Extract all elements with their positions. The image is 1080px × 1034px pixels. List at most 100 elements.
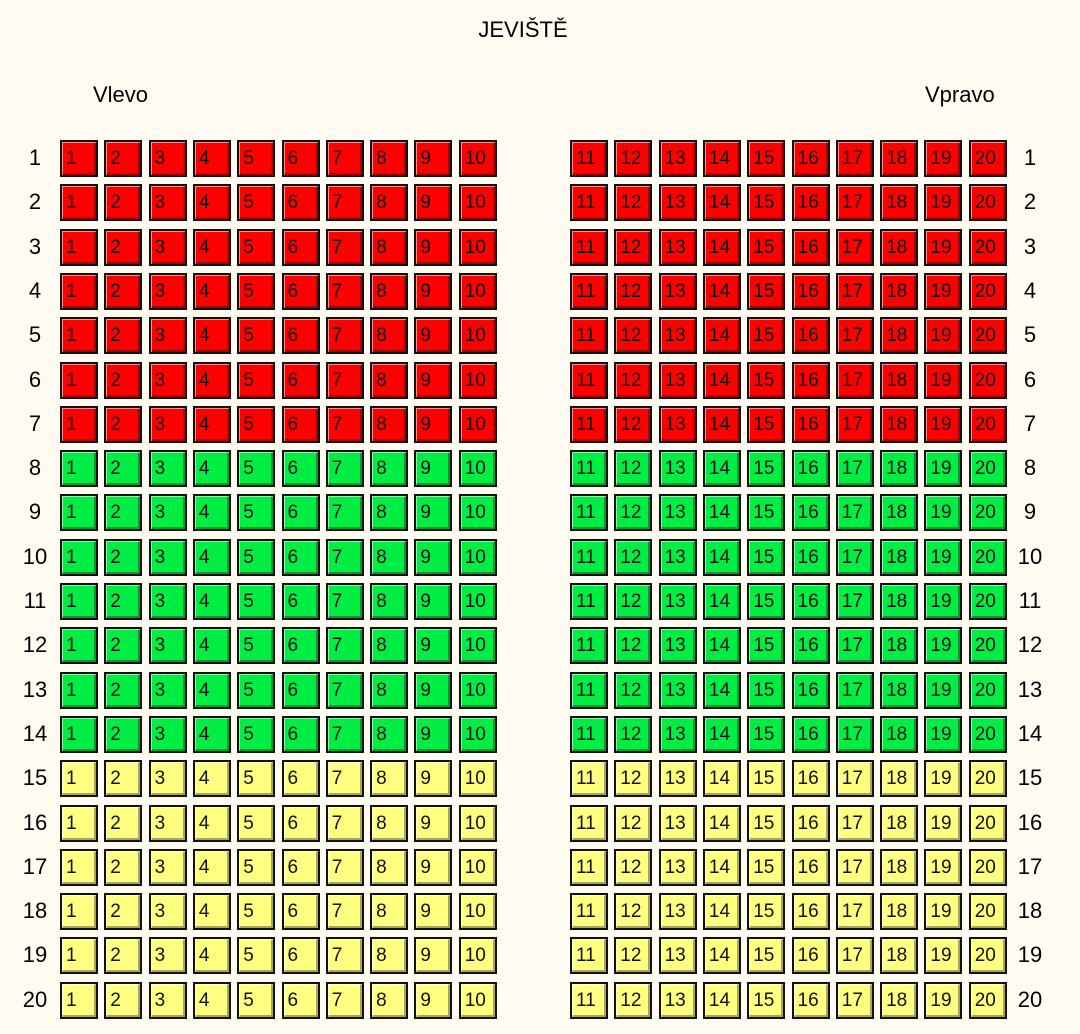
seat-button[interactable]: 6 — [281, 317, 320, 355]
seat-button[interactable]: 19 — [924, 228, 963, 266]
seat-button[interactable]: 9 — [414, 450, 453, 488]
seat-button[interactable]: 18 — [880, 184, 919, 222]
seat-button[interactable]: 17 — [835, 405, 874, 443]
seat-button[interactable]: 17 — [835, 140, 874, 177]
seat-button[interactable]: 4 — [192, 981, 231, 1019]
seat-button[interactable]: 1 — [60, 361, 98, 399]
seat-button[interactable]: 7 — [325, 140, 364, 177]
seat-button[interactable]: 7 — [325, 228, 364, 266]
seat-button[interactable]: 18 — [880, 450, 919, 488]
seat-button[interactable]: 11 — [570, 538, 608, 576]
seat-button[interactable]: 18 — [880, 228, 919, 266]
seat-button[interactable]: 19 — [924, 272, 963, 310]
seat-button[interactable]: 19 — [924, 627, 963, 665]
seat-button[interactable]: 1 — [60, 937, 98, 975]
seat-button[interactable]: 17 — [835, 583, 874, 620]
seat-button[interactable]: 2 — [104, 981, 143, 1019]
seat-button[interactable]: 12 — [614, 184, 653, 222]
seat-button[interactable]: 15 — [747, 361, 786, 399]
seat-button[interactable]: 15 — [747, 715, 786, 753]
seat-button[interactable]: 9 — [414, 760, 453, 798]
seat-button[interactable]: 1 — [60, 228, 98, 266]
seat-button[interactable]: 20 — [968, 937, 1007, 975]
seat-button[interactable]: 2 — [104, 272, 143, 310]
seat-button[interactable]: 20 — [968, 272, 1007, 310]
seat-button[interactable]: 1 — [60, 981, 98, 1019]
seat-button[interactable]: 20 — [968, 981, 1007, 1019]
seat-button[interactable]: 2 — [104, 583, 143, 620]
seat-button[interactable]: 3 — [148, 848, 187, 886]
seat-button[interactable]: 20 — [968, 804, 1007, 842]
seat-button[interactable]: 4 — [192, 272, 231, 310]
seat-button[interactable]: 18 — [880, 405, 919, 443]
seat-button[interactable]: 5 — [237, 317, 276, 355]
seat-button[interactable]: 7 — [325, 361, 364, 399]
seat-button[interactable]: 9 — [414, 538, 453, 576]
seat-button[interactable]: 6 — [281, 671, 320, 709]
seat-button[interactable]: 5 — [237, 893, 276, 931]
seat-button[interactable]: 18 — [880, 848, 919, 886]
seat-button[interactable]: 2 — [104, 140, 143, 177]
seat-button[interactable]: 18 — [880, 272, 919, 310]
seat-button[interactable]: 7 — [325, 760, 364, 798]
seat-button[interactable]: 8 — [370, 937, 409, 975]
seat-button[interactable]: 8 — [370, 272, 409, 310]
seat-button[interactable]: 13 — [658, 760, 697, 798]
seat-button[interactable]: 4 — [192, 450, 231, 488]
seat-button[interactable]: 9 — [414, 317, 453, 355]
seat-button[interactable]: 17 — [835, 981, 874, 1019]
seat-button[interactable]: 17 — [835, 760, 874, 798]
seat-button[interactable]: 7 — [325, 405, 364, 443]
seat-button[interactable]: 19 — [924, 405, 963, 443]
seat-button[interactable]: 9 — [414, 848, 453, 886]
seat-button[interactable]: 17 — [835, 937, 874, 975]
seat-button[interactable]: 6 — [281, 937, 320, 975]
seat-button[interactable]: 20 — [968, 140, 1007, 177]
seat-button[interactable]: 17 — [835, 848, 874, 886]
seat-button[interactable]: 9 — [414, 583, 453, 620]
seat-button[interactable]: 7 — [325, 981, 364, 1019]
seat-button[interactable]: 12 — [614, 450, 653, 488]
seat-button[interactable]: 13 — [658, 494, 697, 532]
seat-button[interactable]: 11 — [570, 450, 608, 488]
seat-button[interactable]: 14 — [702, 760, 741, 798]
seat-button[interactable]: 11 — [570, 317, 608, 355]
seat-button[interactable]: 4 — [192, 538, 231, 576]
seat-button[interactable]: 14 — [702, 538, 741, 576]
seat-button[interactable]: 18 — [880, 671, 919, 709]
seat-button[interactable]: 6 — [281, 405, 320, 443]
seat-button[interactable]: 15 — [747, 671, 786, 709]
seat-button[interactable]: 11 — [570, 804, 608, 842]
seat-button[interactable]: 3 — [148, 715, 187, 753]
seat-button[interactable]: 7 — [325, 937, 364, 975]
seat-button[interactable]: 11 — [570, 140, 608, 177]
seat-button[interactable]: 12 — [614, 538, 653, 576]
seat-button[interactable]: 20 — [968, 494, 1007, 532]
seat-button[interactable]: 3 — [148, 893, 187, 931]
seat-button[interactable]: 15 — [747, 228, 786, 266]
seat-button[interactable]: 10 — [458, 583, 497, 620]
seat-button[interactable]: 15 — [747, 804, 786, 842]
seat-button[interactable]: 3 — [148, 361, 187, 399]
seat-button[interactable]: 6 — [281, 538, 320, 576]
seat-button[interactable]: 20 — [968, 405, 1007, 443]
seat-button[interactable]: 11 — [570, 583, 608, 620]
seat-button[interactable]: 6 — [281, 583, 320, 620]
seat-button[interactable]: 15 — [747, 893, 786, 931]
seat-button[interactable]: 11 — [570, 627, 608, 665]
seat-button[interactable]: 8 — [370, 583, 409, 620]
seat-button[interactable]: 7 — [325, 317, 364, 355]
seat-button[interactable]: 14 — [702, 981, 741, 1019]
seat-button[interactable]: 12 — [614, 317, 653, 355]
seat-button[interactable]: 6 — [281, 981, 320, 1019]
seat-button[interactable]: 8 — [370, 317, 409, 355]
seat-button[interactable]: 13 — [658, 893, 697, 931]
seat-button[interactable]: 1 — [60, 715, 98, 753]
seat-button[interactable]: 10 — [458, 361, 497, 399]
seat-button[interactable]: 9 — [414, 184, 453, 222]
seat-button[interactable]: 12 — [614, 671, 653, 709]
seat-button[interactable]: 3 — [148, 450, 187, 488]
seat-button[interactable]: 2 — [104, 848, 143, 886]
seat-button[interactable]: 16 — [791, 937, 830, 975]
seat-button[interactable]: 19 — [924, 184, 963, 222]
